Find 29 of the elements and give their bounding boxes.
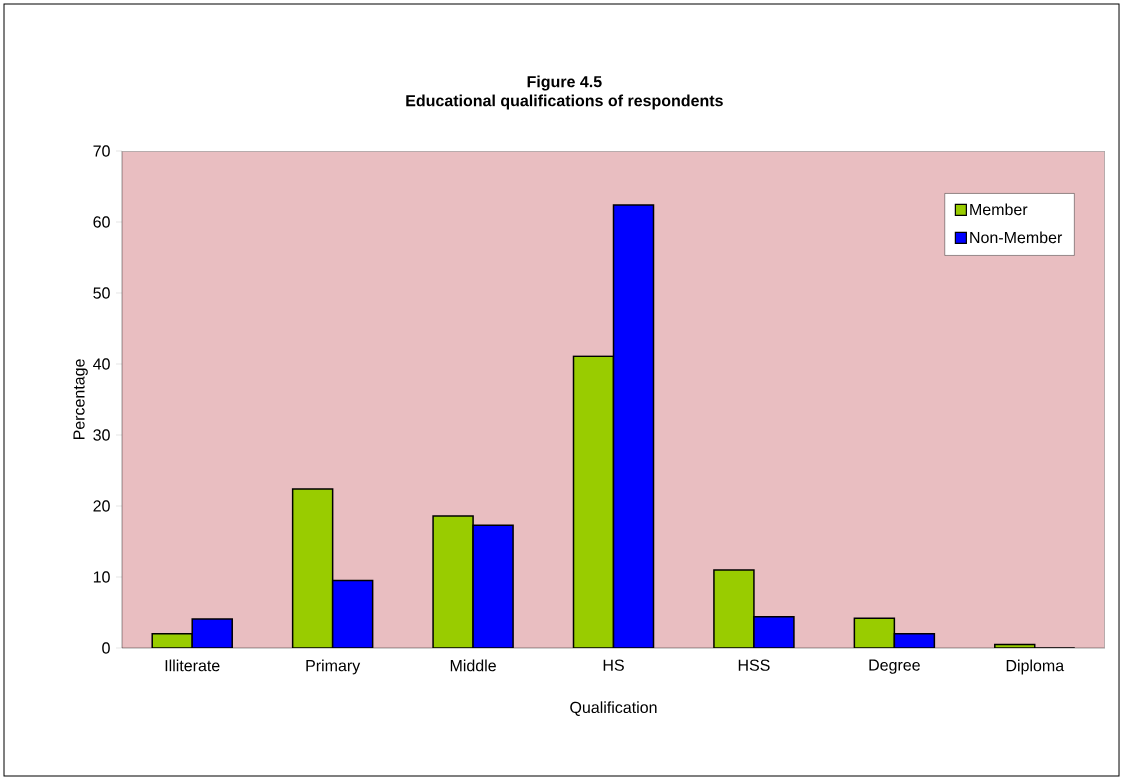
x-tick-label: Primary (306, 659, 361, 675)
bar (853, 617, 896, 648)
y-tick-label: 10 (93, 571, 110, 583)
bar (572, 355, 615, 648)
y-axis-title: Percentage (73, 359, 88, 440)
bar (331, 579, 374, 648)
y-tick-label: 70 (93, 145, 110, 157)
bar (291, 488, 334, 648)
y-tick-label: 40 (93, 358, 110, 370)
y-tick-label: 30 (93, 429, 110, 441)
x-tick-label: Degree (869, 659, 920, 674)
x-tick-label: Middle (450, 659, 496, 672)
y-tick-label: 60 (93, 216, 110, 228)
chart-title: Figure 4.5 (527, 75, 602, 91)
x-tick-label: HS (603, 659, 624, 671)
y-tick-label: 0 (102, 642, 110, 654)
chart-subtitle: Educational qualifications of respondents (406, 94, 723, 110)
y-tick-label: 50 (93, 287, 110, 299)
x-axis-title: Qualification (570, 701, 657, 716)
y-tick-label: 20 (93, 500, 110, 512)
legend-label: Member (970, 203, 1028, 216)
x-tick-label: Illiterate (165, 659, 220, 672)
x-tick-label: Diploma (1006, 659, 1065, 675)
bar (612, 204, 655, 648)
bar (713, 569, 755, 648)
legend-label: Non-Member (970, 231, 1063, 244)
x-tick-label: HSS (738, 659, 770, 671)
bar (472, 524, 514, 648)
bar (432, 515, 474, 648)
